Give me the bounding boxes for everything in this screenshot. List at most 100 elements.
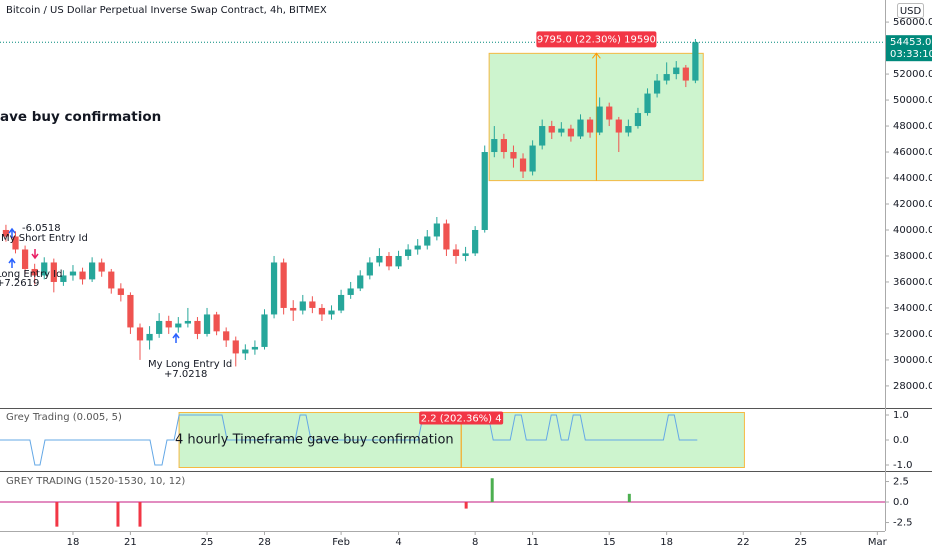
y-tick-label: -2.5 [893, 518, 913, 529]
entry-arrow [8, 227, 16, 238]
y-tick-label: 32000.0 [893, 329, 932, 340]
annotation: ave buy confirmation [0, 109, 161, 125]
x-tick-label: 21 [124, 537, 137, 548]
y-tick-label: 30000.0 [893, 355, 932, 366]
measure-label: 2.2 (202.36%) 4 [421, 414, 502, 425]
currency[interactable]: USD [900, 6, 922, 17]
y-tick-label: 2.5 [893, 477, 909, 488]
candle-body [270, 262, 278, 315]
candle-body [510, 152, 517, 159]
candle-body [414, 245, 421, 250]
candle-body [692, 42, 699, 81]
candle-body [673, 67, 680, 75]
x-tick-label: Mar [868, 537, 888, 548]
candle-body [567, 128, 575, 137]
candle-body [50, 262, 57, 282]
candle-body [347, 288, 354, 295]
candle-body [606, 106, 613, 120]
y-tick-label: 1.0 [893, 410, 909, 421]
candle-body [539, 126, 546, 146]
annotation: Long Entry Id [0, 269, 62, 280]
candle-body [548, 126, 555, 133]
candle-body [663, 74, 670, 81]
candle-body [146, 333, 153, 341]
candle-body [184, 320, 191, 324]
x-tick-label: 15 [603, 537, 616, 548]
candle-body [644, 93, 651, 114]
candle-body [385, 255, 393, 267]
last-price-box [886, 35, 932, 62]
candle-body [443, 223, 450, 250]
candle-body [251, 346, 259, 350]
candle-body [596, 106, 603, 133]
candle-body [2, 229, 10, 237]
x-tick-label: 18 [67, 537, 80, 548]
currency-box[interactable] [897, 3, 924, 18]
x-tick-label: 18 [660, 537, 673, 548]
y-tick-label: 46000.0 [893, 147, 932, 158]
measure-arrow-head [591, 52, 601, 59]
y-tick-label: 0.0 [893, 435, 909, 446]
entry-arrow [31, 249, 39, 260]
candle-body [615, 119, 622, 133]
candle-body [242, 349, 249, 354]
entry-arrow [172, 332, 180, 343]
candle-body [127, 294, 134, 328]
candle-body [577, 119, 584, 137]
candle-body [586, 119, 594, 133]
measure-label: 9795.0 (22.30%) 19590 [537, 34, 656, 45]
x-tick-label: 8 [472, 537, 478, 548]
y-tick-label: 36000.0 [893, 277, 932, 288]
candle-body [21, 249, 29, 269]
overlay-layer: 9795.0 (22.30%) 19590 [536, 31, 657, 48]
candle-body [194, 320, 201, 334]
candle-body [481, 152, 488, 230]
candle-body [175, 323, 182, 328]
y-tick-label: 40000.0 [893, 225, 932, 236]
x-tick-label: 25 [201, 537, 214, 548]
x-tick-label: Feb [332, 537, 350, 548]
pane-title: Grey Trading (0.005, 5) [6, 412, 122, 423]
candle-body [108, 271, 115, 289]
candle-body [232, 340, 239, 354]
annotation: +7.2619 [0, 278, 39, 289]
pane-title: GREY TRADING (1520-1530, 10, 12) [6, 476, 185, 487]
candle-body [261, 314, 268, 347]
candle-body [395, 255, 402, 267]
candle-body [213, 314, 220, 332]
chart-title: Bitcoin / US Dollar Perpetual Inverse Sw… [6, 5, 327, 16]
candle-body [433, 223, 440, 237]
candle-body [41, 262, 48, 276]
x-tick-label: 4 [395, 537, 401, 548]
candle-body [500, 139, 507, 153]
candle-body [376, 255, 383, 263]
candle-body [328, 310, 335, 315]
x-tick-label: 25 [794, 537, 807, 548]
candle-body [558, 128, 565, 133]
annotation: 4 hourly Timeframe gave buy confirmation [175, 433, 454, 448]
histogram-bar [116, 502, 120, 527]
histogram-bar [138, 502, 142, 527]
annotation: My Long Entry Id [148, 359, 232, 370]
candle-body [519, 158, 527, 172]
candle-body [31, 268, 38, 276]
histogram-bar [627, 493, 631, 503]
candle-body [280, 262, 287, 308]
candle-body [165, 320, 172, 328]
candle-body [117, 288, 124, 295]
y-tick-label: 0.0 [893, 497, 909, 508]
y-tick-label: 50000.0 [893, 95, 932, 106]
candle-body [69, 271, 77, 276]
y-tick-label: 28000.0 [893, 381, 932, 392]
candle-body [491, 139, 498, 153]
histogram-bar [464, 502, 468, 509]
candle-body [98, 262, 105, 272]
candle-body [462, 253, 469, 256]
annotation: My Short Entry Id [1, 233, 88, 244]
countdown-label: 03:33:10 [890, 49, 932, 60]
candle-body [472, 229, 479, 254]
candle-body [60, 275, 67, 282]
x-tick-label: 22 [737, 537, 750, 548]
main-pane [0, 38, 885, 367]
